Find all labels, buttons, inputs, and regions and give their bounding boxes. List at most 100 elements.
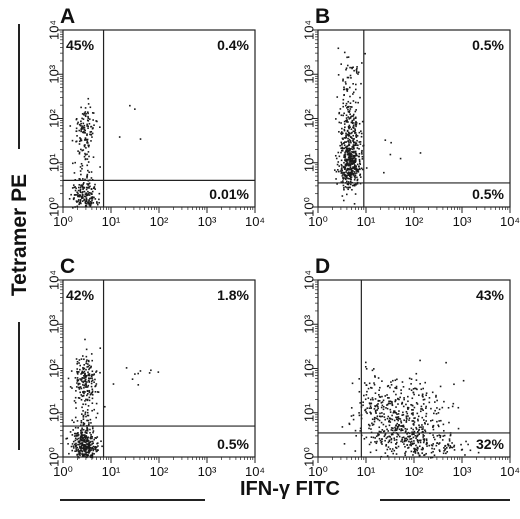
scatter-point — [95, 120, 97, 122]
scatter-point — [82, 197, 84, 199]
scatter-point — [409, 444, 411, 446]
scatter-point — [415, 437, 417, 439]
scatter-point — [82, 122, 85, 125]
scatter-point — [87, 451, 89, 454]
scatter-point — [88, 374, 91, 377]
scatter-point — [72, 184, 75, 186]
scatter-point — [84, 152, 86, 155]
scatter-point — [435, 396, 437, 398]
scatter-point — [410, 437, 413, 440]
scatter-point — [425, 405, 427, 408]
scatter-point — [387, 430, 390, 432]
scatter-point — [401, 425, 403, 427]
scatter-point — [81, 194, 84, 196]
scatter-point — [411, 409, 413, 411]
scatter-point — [358, 167, 361, 170]
scatter-point — [411, 443, 414, 445]
scatter-point — [76, 194, 78, 196]
scatter-point — [86, 173, 89, 176]
scatter-point — [355, 142, 358, 144]
scatter-point — [390, 141, 392, 144]
scatter-point — [83, 145, 86, 148]
scatter-point — [403, 439, 406, 442]
scatter-point — [87, 169, 89, 172]
scatter-point — [88, 204, 91, 206]
scatter-point — [442, 429, 445, 432]
scatter-point — [416, 412, 419, 415]
scatter-point — [422, 387, 425, 390]
scatter-point — [368, 382, 371, 385]
scatter-point — [73, 186, 76, 189]
scatter-point — [83, 130, 85, 133]
scatter-point — [77, 195, 79, 198]
scatter-point — [82, 428, 85, 431]
scatter-point — [80, 431, 82, 433]
scatter-point — [85, 147, 87, 149]
scatter-point — [359, 427, 362, 430]
scatter-point — [437, 425, 440, 428]
scatter-point — [88, 182, 91, 185]
scatter-point — [356, 178, 359, 181]
scatter-point — [451, 405, 454, 408]
scatter-point — [85, 386, 87, 388]
scatter-point — [118, 136, 121, 138]
scatter-point — [349, 161, 352, 163]
scatter-point — [84, 413, 87, 415]
scatter-point — [89, 106, 92, 109]
scatter-point — [388, 420, 390, 423]
quadrant-lower-right-label: 0.5% — [472, 186, 504, 202]
scatter-point — [373, 416, 376, 419]
scatter-point — [347, 181, 350, 183]
scatter-point — [380, 406, 383, 409]
scatter-point — [400, 420, 402, 422]
scatter-point — [82, 128, 84, 130]
scatter-point — [363, 382, 366, 384]
scatter-point — [91, 379, 94, 382]
scatter-point — [74, 439, 77, 442]
quadrant-upper-left-label: 42% — [66, 287, 95, 303]
scatter-point — [134, 373, 136, 375]
scatter-point — [426, 445, 428, 447]
scatter-point — [419, 382, 421, 385]
scatter-point — [398, 424, 400, 427]
scatter-point — [90, 435, 92, 438]
scatter-point — [88, 155, 90, 158]
scatter-point — [75, 127, 78, 130]
scatter-point — [88, 373, 91, 375]
scatter-point — [407, 415, 409, 417]
scatter-point — [342, 184, 345, 187]
scatter-point — [396, 413, 398, 416]
scatter-point — [358, 158, 361, 161]
scatter-point — [82, 178, 84, 180]
scatter-point — [79, 449, 82, 452]
scatter-point — [88, 201, 90, 204]
scatter-point — [88, 199, 90, 201]
quadrant-upper-right-label: 0.4% — [217, 37, 249, 53]
scatter-point — [345, 117, 348, 119]
scatter-point — [80, 444, 83, 447]
scatter-point — [91, 197, 93, 200]
scatter-point — [79, 170, 82, 172]
scatter-point — [333, 169, 336, 171]
scatter-point — [383, 435, 386, 438]
y-tick-label: 10⁰ — [47, 197, 62, 217]
scatter-point — [348, 423, 351, 426]
scatter-point — [81, 200, 84, 202]
scatter-point — [439, 385, 442, 388]
scatter-point — [95, 371, 97, 373]
scatter-point — [413, 421, 416, 423]
scatter-point — [351, 119, 354, 122]
scatter-point — [438, 420, 440, 422]
scatter-point — [352, 174, 355, 176]
scatter-point — [433, 454, 436, 457]
scatter-point — [396, 416, 399, 419]
scatter-point — [80, 429, 82, 432]
scatter-point — [89, 431, 91, 434]
scatter-point — [84, 437, 87, 440]
scatter-point — [348, 172, 350, 174]
scatter-point — [442, 435, 445, 437]
scatter-point — [350, 155, 352, 158]
scatter-point — [359, 141, 362, 143]
scatter-point — [389, 418, 392, 420]
scatter-point — [90, 380, 93, 383]
